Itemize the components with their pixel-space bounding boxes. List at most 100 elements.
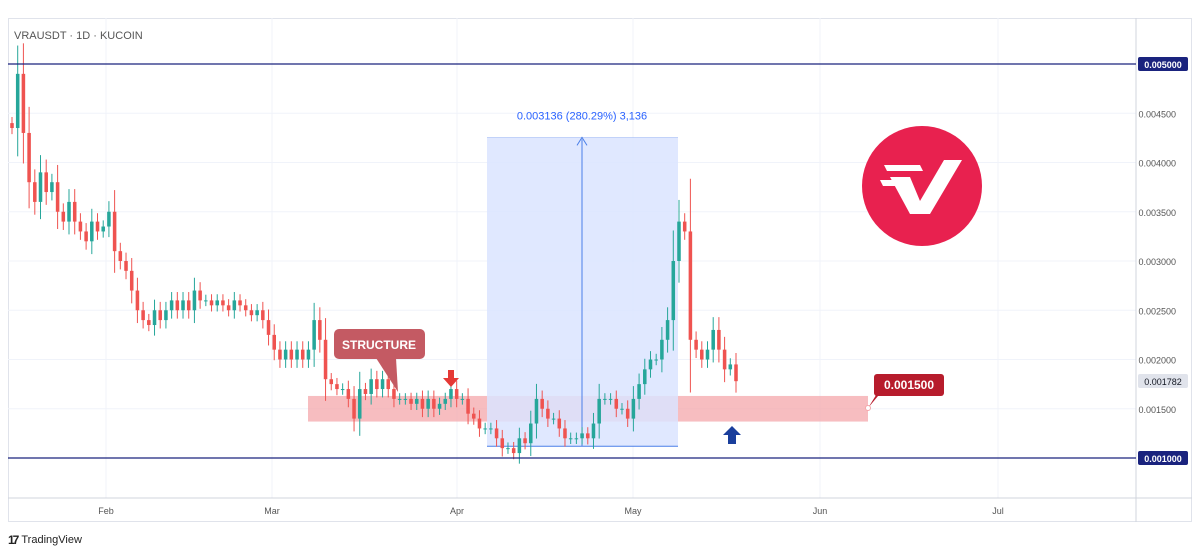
down-arrow-icon (443, 370, 459, 387)
candle-body (586, 433, 590, 439)
candle-body (711, 329, 715, 350)
candle-body (591, 423, 596, 439)
candle-body (534, 398, 539, 424)
candle-body (118, 251, 123, 261)
candle-body (403, 398, 408, 400)
candle-body (300, 349, 305, 360)
candle-body (443, 398, 448, 404)
candle-body (78, 221, 83, 232)
x-tick-label: Feb (98, 506, 114, 516)
candle-body (352, 398, 356, 419)
candle-body (33, 182, 37, 202)
candle-body (574, 438, 579, 440)
candle-body (198, 290, 202, 301)
candle-body (204, 300, 208, 302)
candle-body (454, 389, 459, 399)
candle-body (283, 349, 288, 360)
chart-frame (8, 18, 1192, 522)
measure-tool[interactable]: 0.003136 (280.29%) 3,136 (487, 110, 678, 447)
candle-body (449, 389, 453, 399)
candle-body (397, 398, 402, 400)
x-tick-label: Jul (992, 506, 1004, 516)
candle-body (90, 221, 94, 242)
candle-body (471, 413, 476, 419)
candle-body (255, 310, 259, 316)
candle-body (243, 305, 248, 311)
y-tick-label: 0.004500 (1138, 109, 1176, 119)
candle-body (38, 172, 43, 202)
candle-body (164, 310, 168, 321)
candle-body (614, 398, 619, 409)
candle-body (50, 182, 54, 193)
y-tick-label: 0.002000 (1138, 356, 1176, 366)
candle-body (95, 221, 100, 232)
vra-logo-v (890, 160, 962, 214)
level-tag-label: 0.001500 (884, 378, 934, 392)
x-axis: Feb Mar Apr May Jun Jul (8, 497, 1192, 516)
candle-body (432, 398, 436, 409)
candle-body (580, 433, 584, 439)
candle-body (557, 418, 562, 429)
structure-callout (334, 329, 425, 359)
candle-body (346, 389, 351, 399)
candle-body (272, 334, 277, 350)
level-tag-anchor (865, 405, 871, 411)
candle-body (141, 310, 145, 321)
candle-body (546, 408, 550, 419)
y-tick-label: 0.003000 (1138, 257, 1176, 267)
candle-body (608, 398, 613, 400)
candle-body (323, 339, 328, 380)
candle-body (654, 359, 658, 361)
candle-body (369, 379, 373, 394)
candle-body (392, 389, 396, 399)
vra-logo (862, 126, 982, 246)
candle-body (597, 398, 601, 424)
candle-body (671, 261, 676, 321)
candle-body (380, 379, 385, 390)
candle-body (27, 132, 31, 183)
candle-body (637, 384, 641, 399)
candle-body (700, 349, 704, 360)
candle-body (477, 418, 482, 429)
candle-body (603, 398, 607, 400)
candle-body (10, 123, 14, 129)
candle-body (306, 349, 311, 360)
structure-label: STRUCTURE (342, 338, 416, 352)
candle-body (409, 398, 413, 404)
tradingview-brand[interactable]: 17 TradingView (8, 533, 82, 547)
candle-body (489, 428, 493, 430)
candle-body (129, 270, 134, 291)
level-price-tag (1138, 57, 1188, 71)
candle-body (494, 428, 499, 439)
candle-body (209, 300, 214, 306)
y-tick-label: 0.003500 (1138, 208, 1176, 218)
candle-body (460, 398, 465, 400)
candle-body (483, 428, 487, 430)
candle-body (61, 211, 66, 222)
candle-body (192, 290, 197, 311)
x-tick-label: Mar (264, 506, 280, 516)
level-price-tag (1138, 451, 1188, 465)
symbol-title: VRAUSDT · 1D · KUCOIN (14, 30, 143, 42)
level-price-label: 0.001000 (1144, 454, 1182, 464)
candle-body (648, 359, 653, 370)
candle-body (357, 389, 362, 419)
candle-body (107, 211, 111, 227)
candle-body (124, 261, 128, 271)
candle-body (722, 349, 727, 370)
candle-body (551, 418, 556, 420)
candle-body (266, 320, 271, 335)
candle-body (517, 438, 522, 454)
candle-body (511, 448, 516, 454)
candle-body (523, 438, 527, 444)
vra-logo-stripe (880, 180, 909, 186)
candle-body (665, 320, 670, 340)
candle-body (278, 349, 282, 360)
candle-body (717, 329, 721, 350)
candle-body (238, 300, 242, 306)
candle-body (414, 398, 419, 404)
candle-body (688, 231, 693, 340)
horizontal-levels[interactable]: 0.005000 0.001000 0.001782 (8, 57, 1188, 465)
candle-body (734, 364, 738, 382)
